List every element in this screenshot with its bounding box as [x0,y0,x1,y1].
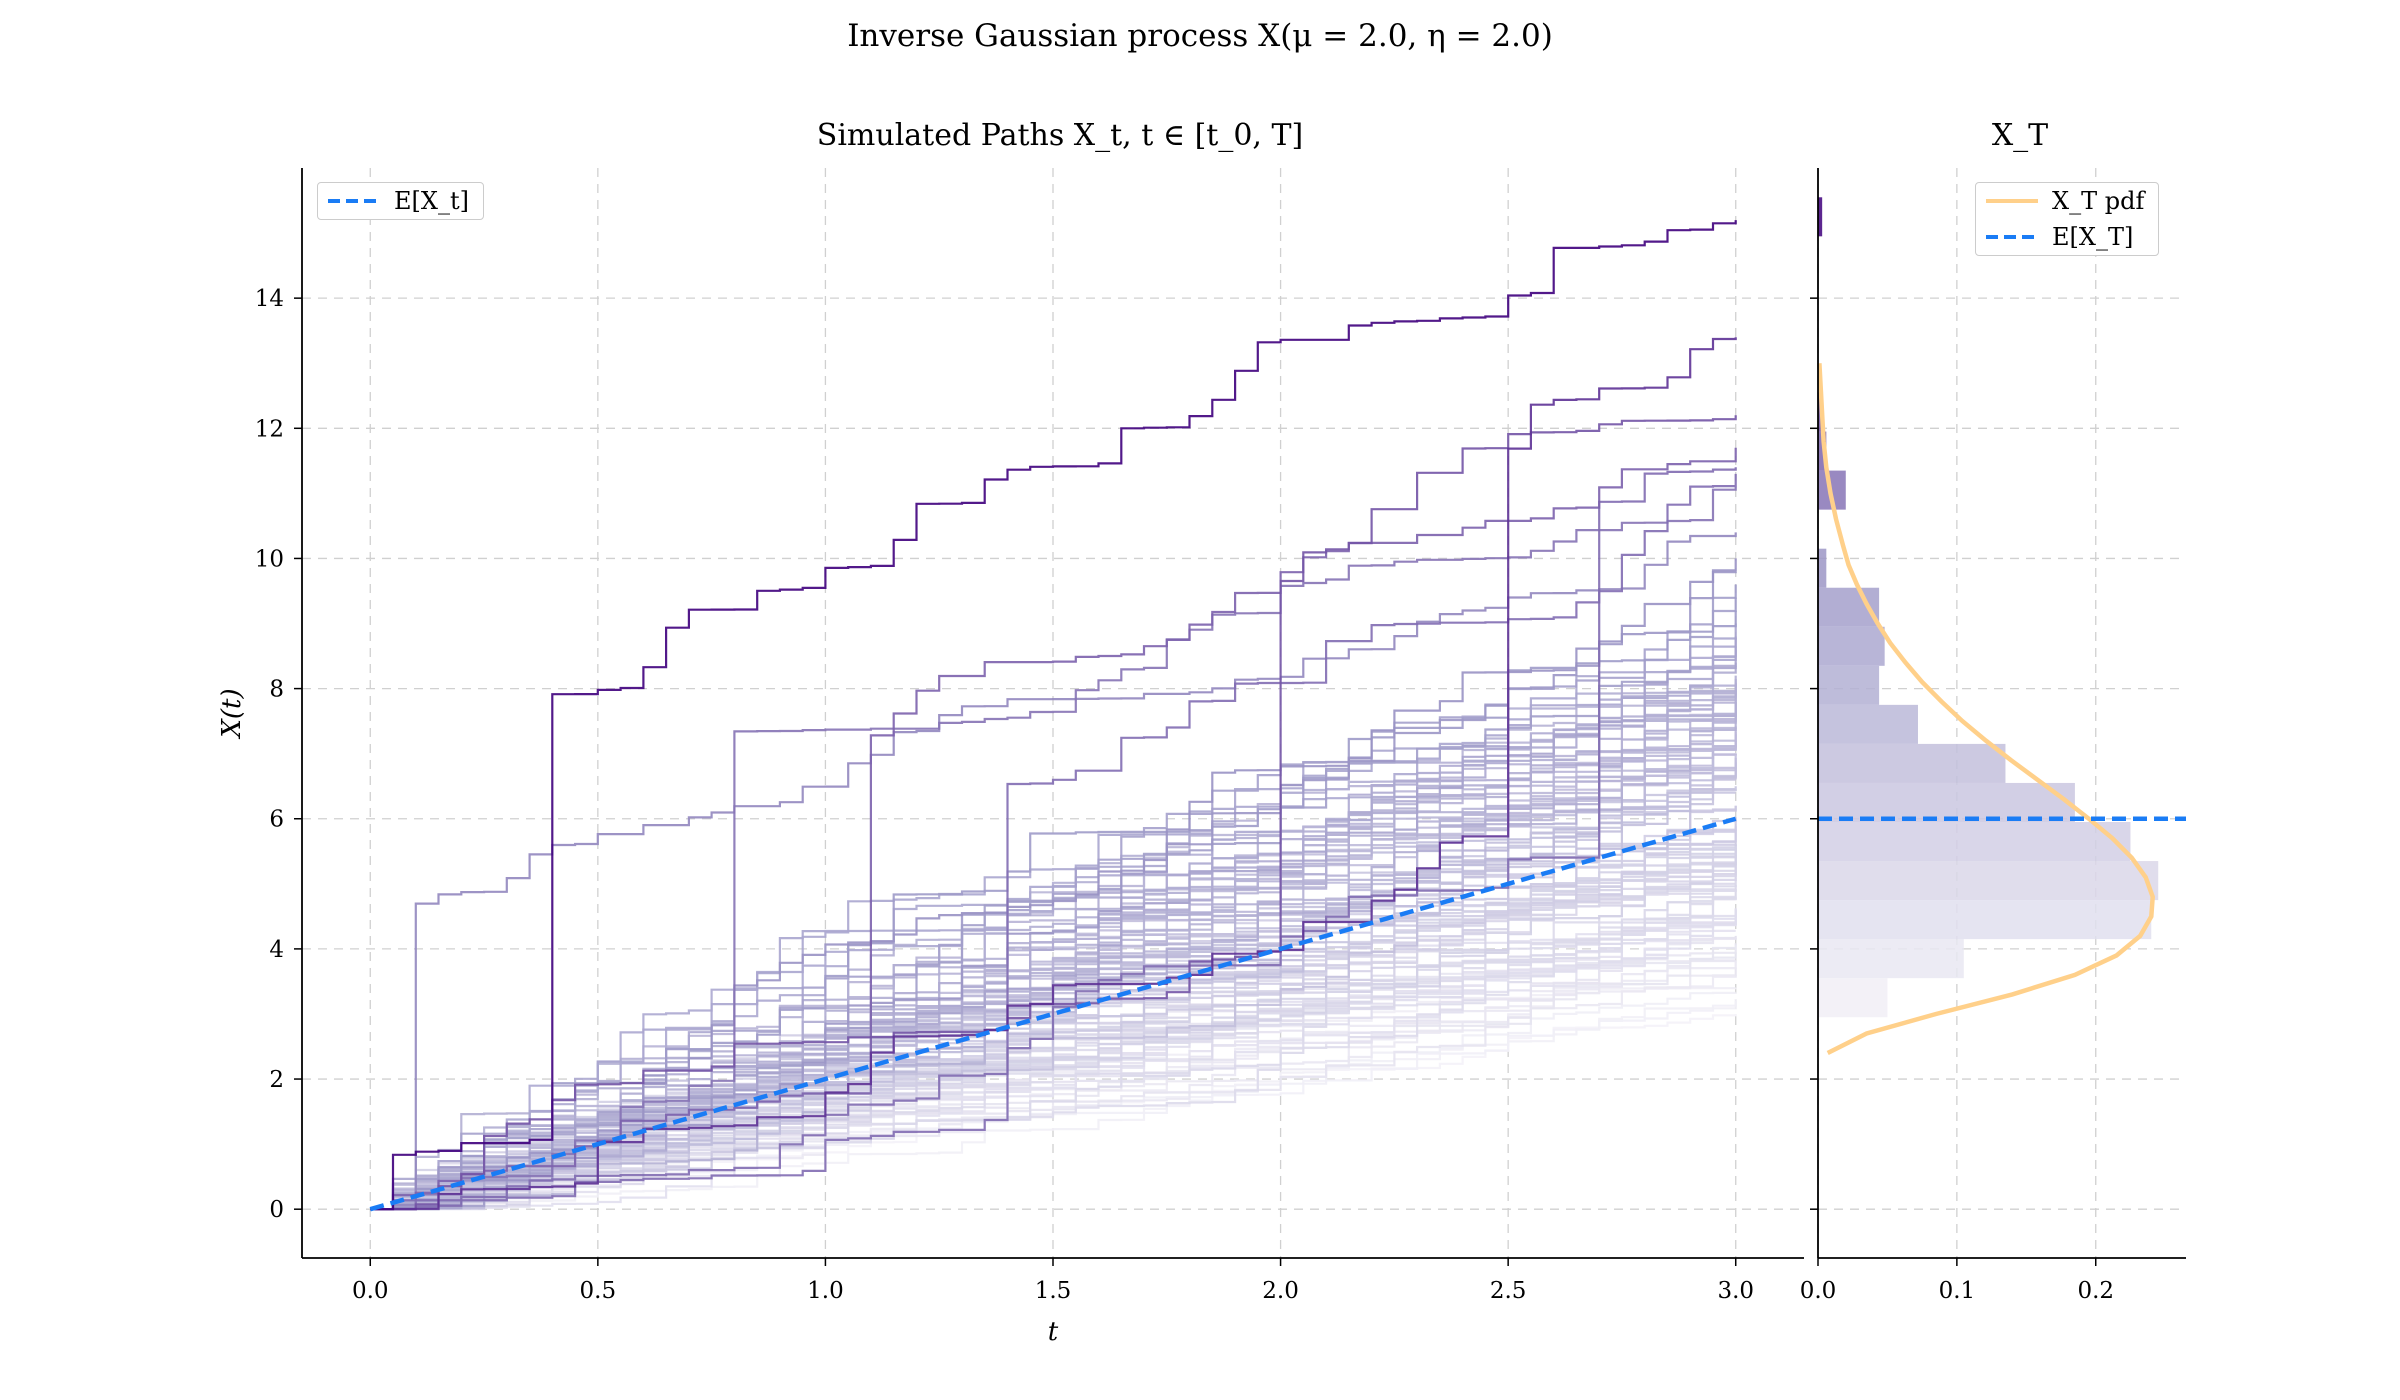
expected-value-line [369,816,1737,1212]
x-tick-label: 3.0 [1717,1278,1754,1304]
side-spines [1817,168,2186,1259]
histogram-bar [1818,548,1827,588]
legend-item-pdf: X_T pdf [1976,183,2158,219]
x-tick-label: 0.0 [352,1278,389,1304]
histogram-bar [1818,939,1964,979]
side-axes-title: X_T [1991,118,2049,153]
x-axis-label: t [1048,1317,1059,1347]
histogram-bar [1818,861,2159,901]
histogram-bar [1818,626,1885,666]
legend-label: X_T pdf [2052,187,2145,215]
histogram-bar [1818,197,1823,237]
x-tick-label: 2.0 [1262,1278,1299,1304]
x-tick-label: 1.5 [1035,1278,1072,1304]
histogram-bar [1818,900,2152,940]
y-tick-label: 8 [269,677,284,703]
histogram-bar [1818,431,1827,471]
side-axes: 0.0 0.1 0.2 [1800,168,2186,1304]
y-axis-label: X(t) [217,688,247,739]
x-tick-label: 0.2 [2077,1278,2114,1304]
legend-label: E[X_T] [2052,223,2134,251]
sample-path [370,675,1737,1211]
sample-path [370,220,1737,1211]
sample-path [370,584,1737,1211]
pdf-curve [1817,363,2155,1056]
main-x-ticks: 0.0 0.5 1.0 1.5 2.0 2.5 3.0 [352,1258,1754,1304]
x-tick-label: 0.0 [1800,1278,1837,1304]
sample-path [370,645,1737,1211]
histogram-bar [1818,743,2006,783]
legend-label: E[X_t] [394,187,469,215]
main-axes: 0.0 0.5 1.0 1.5 2.0 2.5 3.0 0 2 4 6 8 10 12 14 t X(t) [217,168,1804,1347]
histogram-bar [1818,978,1888,1018]
legend-item-terminal-mean: E[X_T] [1976,219,2158,255]
side-legend: X_T pdf E[X_T] [1975,182,2160,256]
sample-path [370,473,1737,1211]
histogram-bar [1818,782,2075,822]
side-x-ticks: 0.0 0.1 0.2 [1800,297,2114,1304]
y-tick-label: 12 [255,416,284,442]
x-tick-label: 2.5 [1490,1278,1527,1304]
x-tick-label: 1.0 [807,1278,844,1304]
x-tick-label: 0.5 [580,1278,617,1304]
histogram-bar [1818,704,1918,744]
main-legend: E[X_t] [317,182,484,220]
y-tick-label: 2 [269,1067,284,1093]
legend-swatch-dashed [1986,235,2038,239]
histogram-bars [1818,197,2159,1018]
legend-swatch-dashed [328,199,380,203]
y-tick-label: 14 [255,286,284,312]
simulated-paths [370,220,1737,1211]
histogram-bar [1818,665,1880,705]
legend-swatch-solid [1986,199,2038,203]
y-tick-label: 6 [269,807,284,833]
main-y-ticks: 0 2 4 6 8 10 12 14 [255,286,302,1223]
y-tick-label: 4 [269,937,284,963]
sample-path [370,337,1737,1211]
legend-item-mean: E[X_t] [318,183,483,219]
x-tick-label: 0.1 [1939,1278,1976,1304]
figure-title: Inverse Gaussian process X(μ = 2.0, η = … [847,18,1553,54]
main-axes-title: Simulated Paths X_t, t ∈ [t_0, T] [816,118,1304,153]
sample-path [370,467,1737,1211]
y-tick-label: 10 [255,546,284,572]
sample-path [370,999,1737,1211]
y-tick-label: 0 [269,1197,284,1223]
histogram-bar [1818,822,2131,862]
